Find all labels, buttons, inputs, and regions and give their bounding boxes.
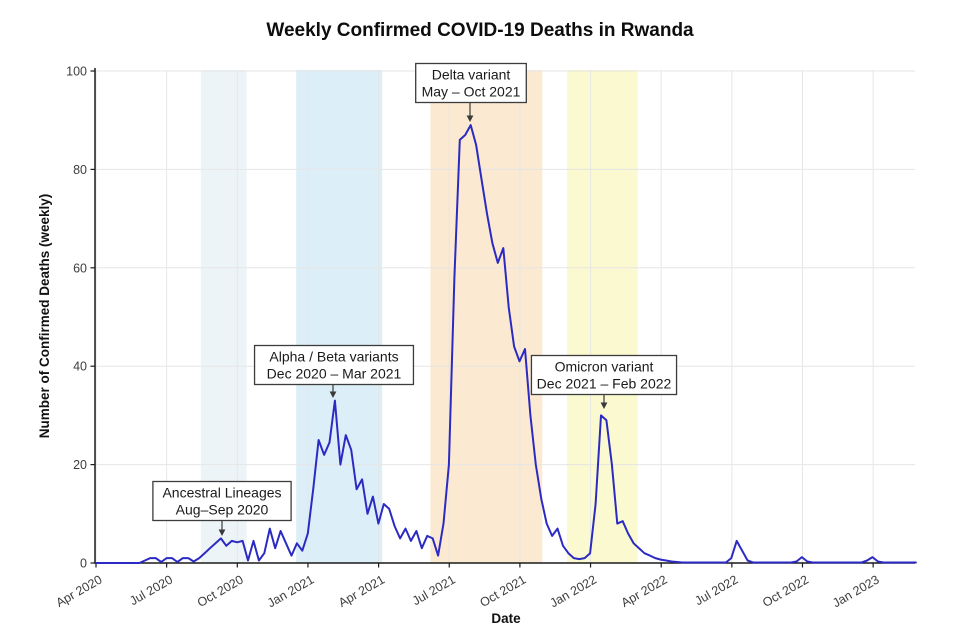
annotation-line2: Dec 2021 – Feb 2022: [537, 376, 672, 392]
annotation-box: [152, 480, 292, 522]
x-tick-label: Oct 2020: [195, 572, 246, 610]
annotation-line2: Aug–Sep 2020: [176, 502, 269, 518]
y-tick-label: 100: [66, 65, 87, 79]
y-tick-label: 80: [73, 163, 87, 177]
x-tick-label: Apr 2020: [54, 572, 105, 610]
y-tick-label: 60: [73, 261, 87, 275]
annotation-line1: Omicron variant: [555, 359, 654, 375]
x-tick-label: Apr 2021: [336, 572, 387, 610]
y-axis-title: Number of Confirmed Deaths (weekly): [37, 194, 52, 439]
annotation-arrow-head: [466, 115, 474, 122]
annotation-arrow-head: [600, 402, 608, 409]
x-tick-label: Jan 2021: [265, 572, 317, 610]
annotation-line1: Delta variant: [432, 67, 511, 83]
variant-band-4: [567, 70, 638, 563]
annotation-arrow-head: [218, 529, 226, 536]
x-tick-label: Jan 2022: [548, 572, 600, 610]
variant-band-2: [296, 70, 383, 563]
deaths-line: [95, 124, 917, 564]
data-series-layer: [95, 124, 917, 564]
x-tick-label: Jan 2023: [830, 572, 882, 610]
annotation-arrow-head: [329, 391, 337, 398]
x-tick-label: Apr 2022: [619, 572, 670, 610]
annotation-box: [415, 62, 527, 104]
x-tick-label: Jul 2020: [127, 572, 175, 608]
annotation-box: [253, 344, 415, 386]
x-tick-label: Oct 2022: [760, 572, 811, 610]
variant-band-1: [200, 70, 247, 563]
annotation-line2: May – Oct 2021: [422, 84, 521, 100]
x-axis-title: Date: [491, 611, 521, 626]
y-tick-label: 40: [73, 360, 87, 374]
annotation-line1: Alpha / Beta variants: [269, 349, 398, 365]
x-tick-label: Jul 2021: [410, 572, 458, 608]
chart-title: Weekly Confirmed COVID-19 Deaths in Rwan…: [266, 20, 694, 41]
annotation-line2: Dec 2020 – Mar 2021: [267, 366, 402, 382]
annotation-line1: Ancestral Lineages: [162, 485, 281, 501]
x-tick-label: Jul 2022: [692, 572, 740, 608]
gridlines-layer: [95, 70, 915, 563]
x-tick-label: Oct 2021: [477, 572, 528, 610]
y-tick-label: 0: [80, 557, 87, 571]
y-tick-label: 20: [73, 458, 87, 472]
annotation-box: [530, 354, 678, 396]
